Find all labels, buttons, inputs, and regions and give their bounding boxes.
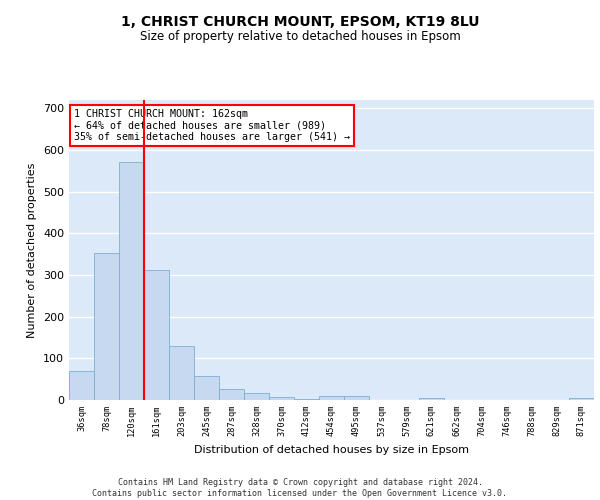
- Bar: [319, 396, 344, 400]
- Text: Size of property relative to detached houses in Epsom: Size of property relative to detached ho…: [140, 30, 460, 43]
- Bar: [269, 397, 294, 400]
- Text: 1 CHRIST CHURCH MOUNT: 162sqm
← 64% of detached houses are smaller (989)
35% of : 1 CHRIST CHURCH MOUNT: 162sqm ← 64% of d…: [74, 109, 350, 142]
- Bar: [344, 396, 369, 400]
- Bar: [244, 394, 269, 400]
- Bar: [69, 371, 94, 400]
- Text: Contains HM Land Registry data © Crown copyright and database right 2024.
Contai: Contains HM Land Registry data © Crown c…: [92, 478, 508, 498]
- Bar: [569, 398, 594, 400]
- Text: 1, CHRIST CHURCH MOUNT, EPSOM, KT19 8LU: 1, CHRIST CHURCH MOUNT, EPSOM, KT19 8LU: [121, 15, 479, 29]
- Bar: [144, 270, 169, 400]
- Bar: [419, 398, 444, 400]
- Y-axis label: Number of detached properties: Number of detached properties: [28, 162, 37, 338]
- Bar: [119, 162, 144, 400]
- Bar: [169, 346, 194, 400]
- Bar: [94, 254, 119, 400]
- Bar: [294, 399, 319, 400]
- Bar: [219, 389, 244, 400]
- X-axis label: Distribution of detached houses by size in Epsom: Distribution of detached houses by size …: [194, 444, 469, 454]
- Bar: [194, 376, 219, 400]
